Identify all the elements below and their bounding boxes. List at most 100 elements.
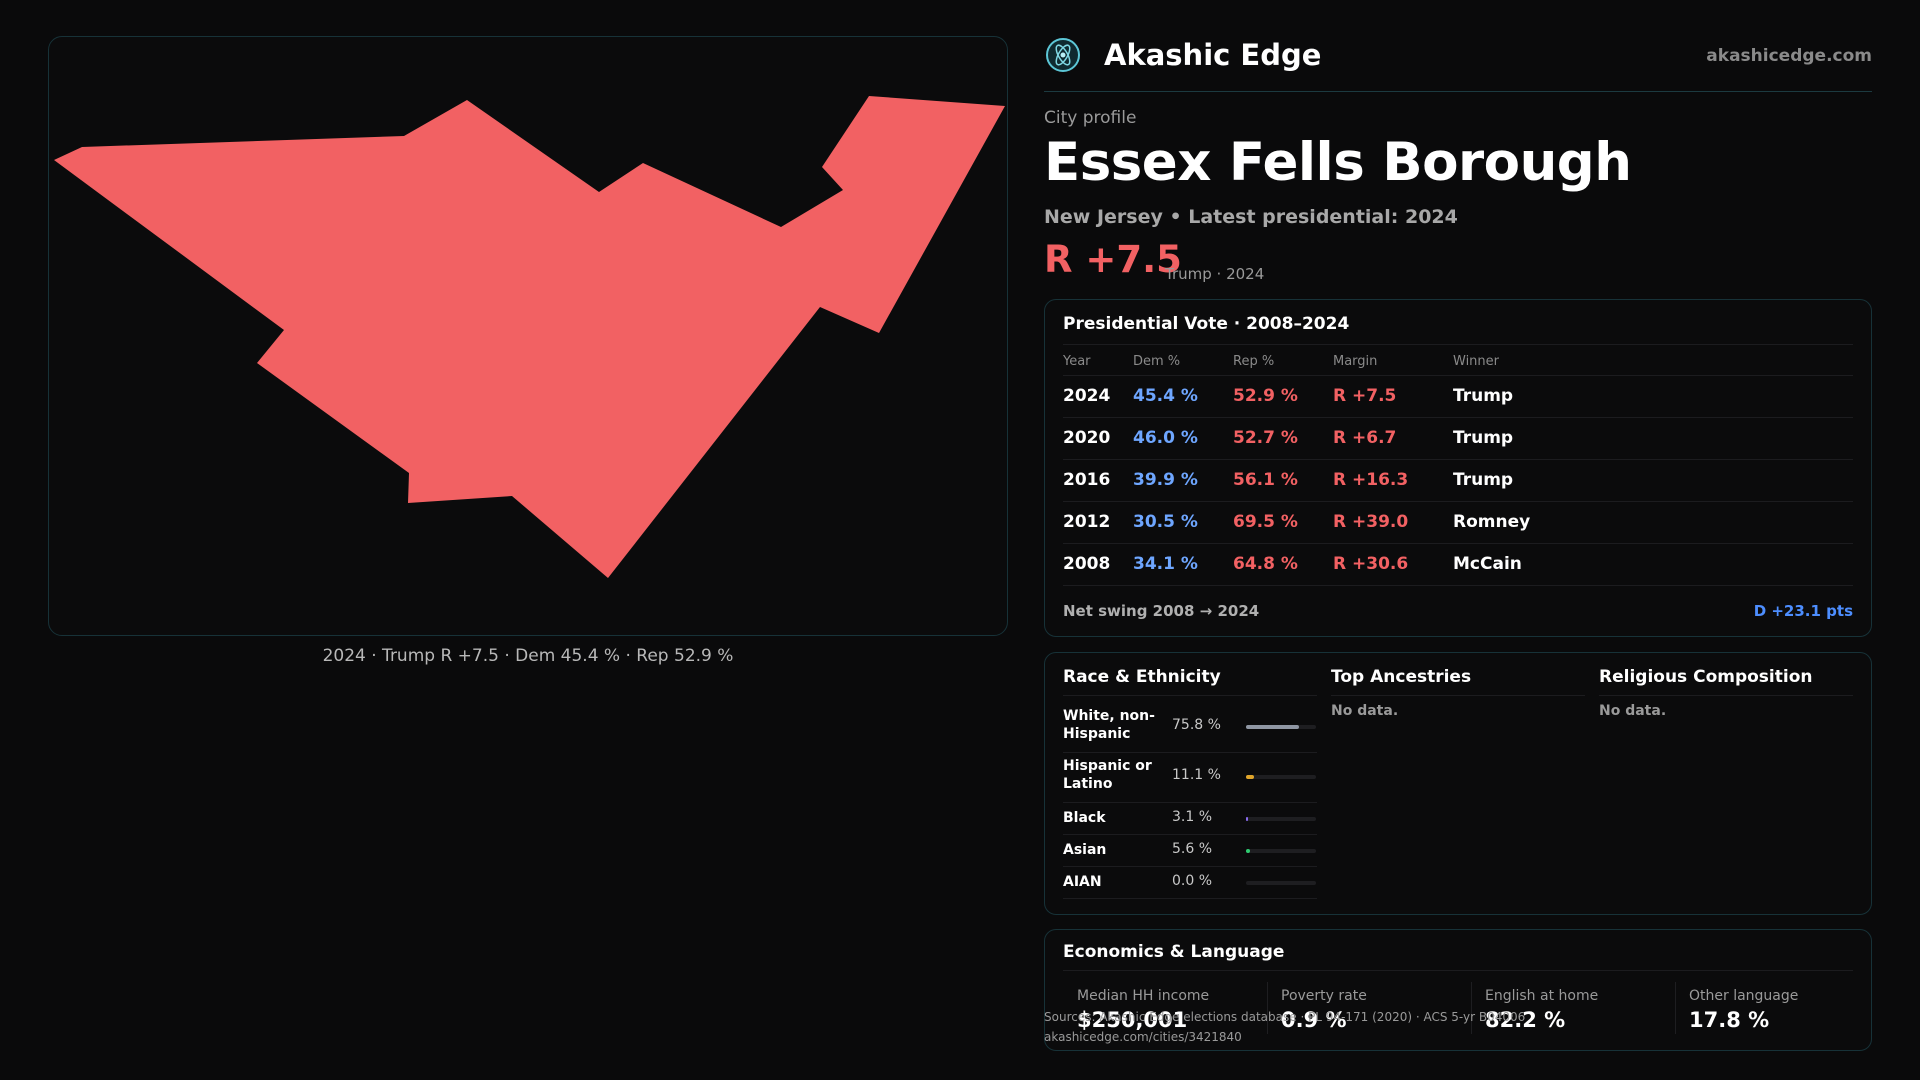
ancestries-title: Top Ancestries bbox=[1331, 667, 1472, 687]
row-winner: Romney bbox=[1453, 512, 1531, 532]
row-rep: 69.5 % bbox=[1233, 512, 1298, 532]
row-dem: 34.1 % bbox=[1133, 554, 1198, 574]
divider bbox=[1063, 970, 1853, 971]
race-label: Black bbox=[1063, 810, 1106, 826]
header-year: Year bbox=[1063, 354, 1091, 369]
row-winner: Trump bbox=[1453, 386, 1514, 406]
race-bar-track bbox=[1246, 849, 1316, 853]
race-title: Race & Ethnicity bbox=[1063, 667, 1221, 687]
table-row: 2024 45.4 % 52.9 % R +7.5 Trump bbox=[1063, 376, 1853, 418]
divider bbox=[1267, 982, 1268, 1034]
demographics-card: Race & Ethnicity White, non-Hispanic 75.… bbox=[1044, 652, 1872, 915]
stat-label: Median HH income bbox=[1077, 988, 1210, 1004]
divider bbox=[1675, 982, 1676, 1034]
row-margin: R +39.0 bbox=[1333, 512, 1409, 532]
row-year: 2016 bbox=[1063, 470, 1111, 490]
race-row: White, non-Hispanic 75.8 % bbox=[1063, 703, 1317, 753]
net-swing-label: Net swing 2008 → 2024 bbox=[1063, 602, 1260, 620]
table-row: 2012 30.5 % 69.5 % R +39.0 Romney bbox=[1063, 502, 1853, 544]
row-margin: R +30.6 bbox=[1333, 554, 1409, 574]
row-rep: 64.8 % bbox=[1233, 554, 1298, 574]
brand-name: Akashic Edge bbox=[1104, 38, 1322, 72]
race-pct: 0.0 % bbox=[1172, 873, 1213, 889]
race-pct: 5.6 % bbox=[1172, 841, 1213, 857]
economics-title: Economics & Language bbox=[1063, 942, 1285, 962]
ancestries-empty: No data. bbox=[1331, 703, 1399, 719]
row-margin: R +6.7 bbox=[1333, 428, 1397, 448]
divider bbox=[1331, 695, 1585, 696]
row-year: 2008 bbox=[1063, 554, 1111, 574]
stat-value: 17.8 % bbox=[1689, 1008, 1770, 1032]
race-row: Asian 5.6 % bbox=[1063, 835, 1317, 867]
table-row: 2008 34.1 % 64.8 % R +30.6 McCain bbox=[1063, 544, 1853, 586]
row-year: 2020 bbox=[1063, 428, 1111, 448]
race-row: Hispanic or Latino 11.1 % bbox=[1063, 753, 1317, 803]
row-dem: 30.5 % bbox=[1133, 512, 1198, 532]
net-swing-value: D +23.1 pts bbox=[1753, 602, 1853, 620]
race-label: Asian bbox=[1063, 842, 1107, 858]
brand-header: Akashic Edge akashicedge.com bbox=[1044, 34, 1872, 92]
race-bar-fill bbox=[1246, 775, 1254, 779]
header-winner: Winner bbox=[1453, 354, 1500, 369]
latest-margin: R +7.5 bbox=[1044, 238, 1182, 281]
race-bar-track bbox=[1246, 775, 1316, 779]
race-bar-fill bbox=[1246, 725, 1300, 729]
header-rep: Rep % bbox=[1233, 354, 1275, 369]
row-year: 2012 bbox=[1063, 512, 1111, 532]
race-row: AIAN 0.0 % bbox=[1063, 867, 1317, 899]
divider bbox=[1599, 695, 1853, 696]
religion-title: Religious Composition bbox=[1599, 667, 1813, 687]
race-label: Hispanic or Latino bbox=[1063, 758, 1152, 792]
race-pct: 3.1 % bbox=[1172, 809, 1213, 825]
race-bar-fill bbox=[1246, 817, 1249, 821]
header-dem: Dem % bbox=[1133, 354, 1181, 369]
race-bar-fill bbox=[1246, 849, 1250, 853]
row-dem: 45.4 % bbox=[1133, 386, 1198, 406]
stat-value: 0.9 % bbox=[1281, 1008, 1347, 1032]
stat-value: $250,001 bbox=[1077, 1008, 1188, 1032]
vote-card-title: Presidential Vote · 2008–2024 bbox=[1063, 314, 1350, 334]
vote-table-header: Year Dem % Rep % Margin Winner bbox=[1063, 350, 1853, 376]
row-year: 2024 bbox=[1063, 386, 1111, 406]
race-row: Black 3.1 % bbox=[1063, 803, 1317, 835]
stat-label: Poverty rate bbox=[1281, 988, 1367, 1004]
map-caption: 2024 · Trump R +7.5 · Dem 45.4 % · Rep 5… bbox=[322, 646, 734, 666]
divider bbox=[1063, 695, 1317, 696]
page-subtitle: New Jersey • Latest presidential: 2024 bbox=[1044, 206, 1458, 228]
row-winner: McCain bbox=[1453, 554, 1522, 574]
municipality-boundary[interactable] bbox=[54, 96, 1005, 578]
divider bbox=[1063, 344, 1853, 345]
race-bar-track bbox=[1246, 725, 1316, 729]
race-bar-track bbox=[1246, 881, 1316, 885]
row-rep: 56.1 % bbox=[1233, 470, 1298, 490]
presidential-vote-card: Presidential Vote · 2008–2024 Year Dem %… bbox=[1044, 299, 1872, 637]
row-winner: Trump bbox=[1453, 470, 1514, 490]
header-margin: Margin bbox=[1333, 354, 1378, 369]
stat-value: 82.2 % bbox=[1485, 1008, 1566, 1032]
row-dem: 39.9 % bbox=[1133, 470, 1198, 490]
race-pct: 75.8 % bbox=[1172, 717, 1221, 733]
religion-empty: No data. bbox=[1599, 703, 1667, 719]
source-link[interactable]: akashicedge.com/cities/3421840 bbox=[1044, 1030, 1242, 1044]
profile-column: Akashic Edge akashicedge.com City profil… bbox=[1044, 0, 1872, 1080]
row-rep: 52.7 % bbox=[1233, 428, 1298, 448]
row-dem: 46.0 % bbox=[1133, 428, 1198, 448]
race-pct: 11.1 % bbox=[1172, 767, 1221, 783]
brand-url-link[interactable]: akashicedge.com bbox=[1706, 46, 1872, 66]
page-kicker: City profile bbox=[1044, 108, 1137, 128]
row-margin: R +7.5 bbox=[1333, 386, 1397, 406]
row-margin: R +16.3 bbox=[1333, 470, 1409, 490]
stat-label: English at home bbox=[1485, 988, 1599, 1004]
municipality-map bbox=[54, 96, 1005, 578]
race-label: AIAN bbox=[1063, 874, 1102, 890]
source-citation: Sources: Akashic Edge elections database… bbox=[1044, 1010, 1526, 1024]
row-winner: Trump bbox=[1453, 428, 1514, 448]
stat-label: Other language bbox=[1689, 988, 1799, 1004]
economics-card: Economics & Language Median HH income $2… bbox=[1044, 929, 1872, 1051]
latest-margin-note: Trump · 2024 bbox=[1165, 265, 1265, 283]
race-bar-track bbox=[1246, 817, 1316, 821]
map-panel bbox=[48, 36, 1008, 636]
row-rep: 52.9 % bbox=[1233, 386, 1298, 406]
table-row: 2016 39.9 % 56.1 % R +16.3 Trump bbox=[1063, 460, 1853, 502]
